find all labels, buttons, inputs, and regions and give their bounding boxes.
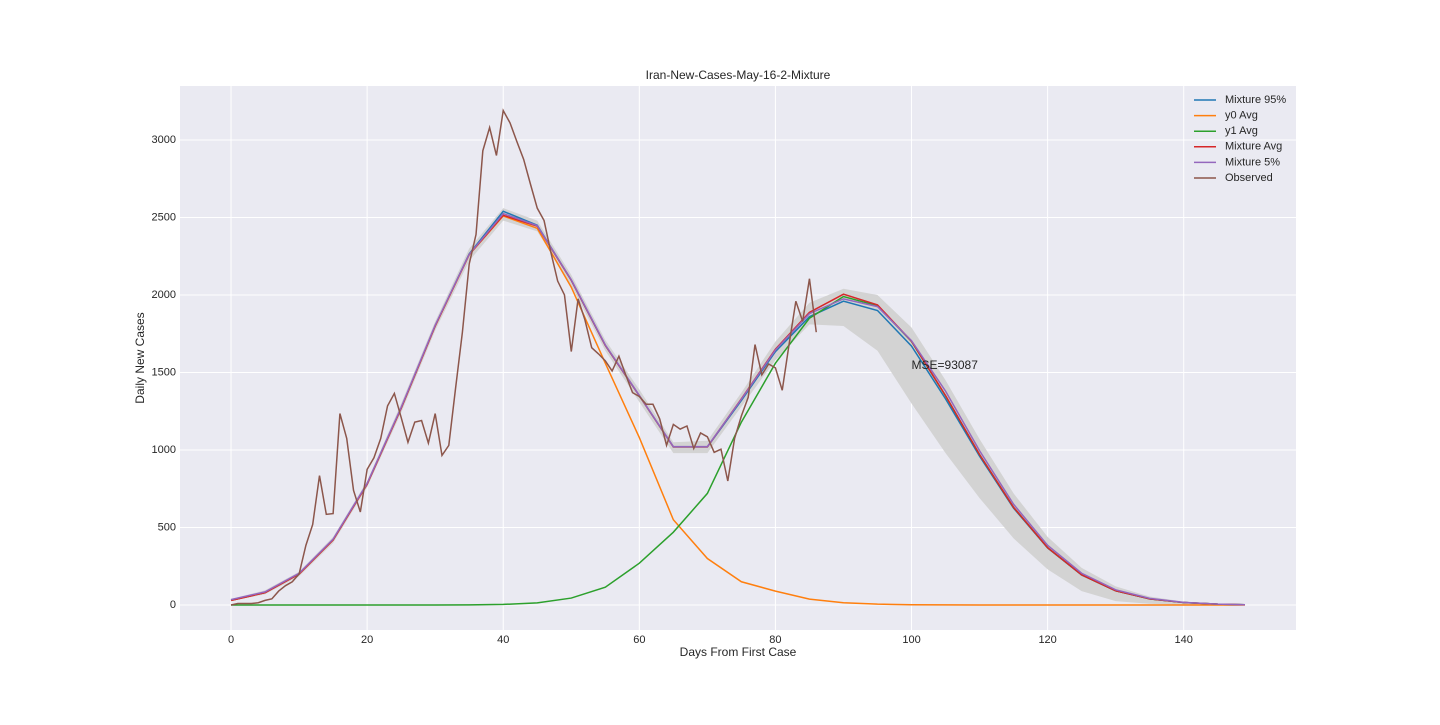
y-tick-label: 2500: [152, 211, 176, 223]
y-tick-label: 1500: [152, 366, 176, 378]
x-tick-label: 80: [769, 634, 781, 646]
y-tick-label: 3000: [152, 134, 176, 146]
x-tick-label: 0: [228, 634, 234, 646]
legend-label: y0 Avg: [1225, 110, 1258, 122]
y-tick-label: 2000: [152, 289, 176, 301]
y-axis-label: Daily New Cases: [133, 312, 147, 403]
x-tick-label: 140: [1175, 634, 1193, 646]
legend-label: Observed: [1225, 172, 1273, 184]
legend-label: y1 Avg: [1225, 125, 1258, 137]
y-tick-label: 1000: [152, 444, 176, 456]
x-tick-label: 120: [1038, 634, 1056, 646]
chart-title: Iran-New-Cases-May-16-2-Mixture: [646, 68, 831, 82]
legend-label: Mixture 5%: [1225, 156, 1280, 168]
x-tick-label: 40: [497, 634, 509, 646]
plot-area: [180, 86, 1296, 630]
legend-label: Mixture Avg: [1225, 141, 1282, 153]
y-tick-label: 500: [158, 521, 176, 533]
confidence-band: [231, 208, 1245, 606]
y-tick-label: 0: [170, 599, 176, 611]
x-tick-label: 100: [902, 634, 920, 646]
series-line: [230, 108, 818, 606]
annotation: MSE=93087: [912, 358, 979, 372]
series-line: [230, 212, 1245, 606]
marks: [230, 108, 1245, 606]
x-tick-label: 20: [361, 634, 373, 646]
legend-label: Mixture 95%: [1225, 94, 1286, 106]
legend: Mixture 95% y0 Avg y1 Avg Mixture Avg Mixtur…: [1194, 94, 1286, 184]
x-axis-label: Days From First Case: [680, 645, 797, 659]
x-tick-label: 60: [633, 634, 645, 646]
